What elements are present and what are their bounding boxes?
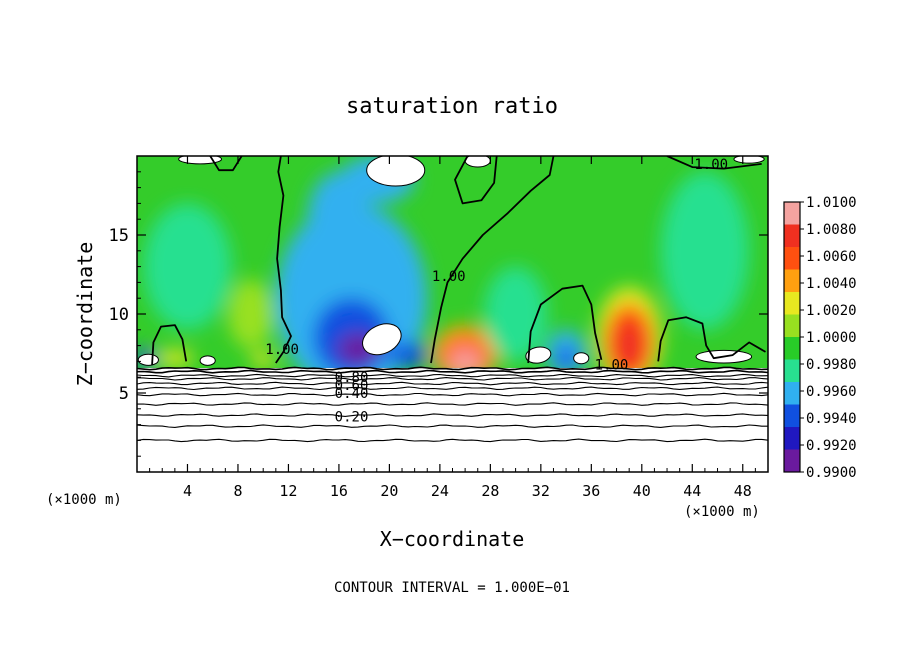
- field-blob: [555, 347, 577, 370]
- contour-label-layer: 1.00 1.00 1.00 1.00 0.800.600.40 0.20: [265, 157, 728, 426]
- colorbar-label: 1.0000: [806, 330, 857, 346]
- x-axis: 4 8 12 16 20 24 28 32 36 40 44 48: [149, 156, 756, 500]
- one-contour-layer: [151, 156, 766, 365]
- y-axis-label: Z−coordinate: [73, 242, 97, 387]
- cloud-patch: [362, 323, 402, 356]
- colorbar-label: 1.0040: [806, 276, 857, 292]
- contour-line: [137, 381, 768, 386]
- contour-line: [137, 366, 768, 371]
- contour-line: [137, 369, 768, 374]
- contour-line: [137, 376, 768, 381]
- colorbar-band: [784, 247, 800, 270]
- colorbar: 1.0100 1.0080 1.0060 1.0040 1.0020 1.0000 0.99…: [783, 195, 857, 481]
- x-axis-label: X−coordinate: [380, 527, 525, 551]
- field-blob: [227, 279, 274, 349]
- y-tick-label: 5: [119, 384, 129, 404]
- contour-label: 1.00: [265, 342, 299, 358]
- field-blob: [614, 320, 645, 371]
- colorbar-label: 1.0060: [806, 249, 857, 265]
- contour-one: [275, 156, 292, 364]
- contour-layer: [137, 366, 768, 443]
- contour-line: [137, 424, 768, 428]
- y-tick-label: 15: [109, 226, 129, 246]
- y-tick-label: 10: [109, 305, 129, 325]
- lower-layer: [137, 368, 768, 472]
- colorbar-label: 1.0020: [806, 303, 857, 319]
- contour-line: [137, 438, 768, 443]
- contour-line: [137, 373, 768, 378]
- x-tick-label: 24: [431, 482, 449, 500]
- colorbar-band: [784, 224, 800, 248]
- contour-label: 1.00: [694, 157, 728, 173]
- colorbar-band: [784, 292, 800, 315]
- contour-interval-note: CONTOUR INTERVAL = 1.000E−01: [334, 580, 570, 596]
- colorbar-band: [784, 202, 800, 225]
- colorbar-band: [784, 359, 800, 383]
- colorbar-label: 0.9920: [806, 438, 857, 454]
- plot-area: 1.00 1.00 1.00 1.00 0.800.600.40 0.20: [137, 156, 768, 472]
- colorbar-band: [784, 269, 800, 293]
- contour-one: [454, 156, 498, 205]
- y-axis: 5 10 15: [109, 171, 768, 457]
- colorbar-band: [784, 337, 800, 360]
- contour-line: [137, 386, 768, 391]
- x-tick-label: 36: [582, 482, 600, 500]
- x-unit-right: (×1000 m): [684, 504, 760, 520]
- colorbar-band: [784, 404, 800, 428]
- field-blob: [660, 171, 750, 330]
- colorbar-label: 0.9960: [806, 384, 857, 400]
- x-tick-label: 32: [532, 482, 550, 500]
- contour-one: [430, 156, 555, 364]
- cloud-patch: [525, 346, 552, 364]
- contour-label: 0.60: [335, 378, 369, 394]
- contour-line: [137, 413, 768, 417]
- contour-one: [666, 156, 762, 170]
- cloud-patch: [733, 156, 765, 164]
- contour-line: [137, 402, 768, 406]
- x-unit-left: (×1000 m): [46, 492, 122, 508]
- cloud-patch: [137, 353, 159, 366]
- cloud-patch: [366, 156, 426, 187]
- contour-line: [137, 392, 768, 397]
- contour-label: 0.40: [335, 386, 369, 402]
- cloud-patch: [573, 352, 590, 365]
- x-tick-label: 8: [233, 482, 242, 500]
- cloud-patch: [199, 355, 216, 366]
- x-tick-label: 40: [633, 482, 651, 500]
- field-blob: [484, 266, 548, 362]
- contour-label: 1.00: [432, 269, 466, 285]
- colorbar-band: [784, 382, 800, 405]
- x-tick-label: 48: [734, 482, 752, 500]
- contour-one: [209, 156, 243, 172]
- colorbar-label: 0.9900: [806, 465, 857, 481]
- field-blob: [250, 352, 276, 367]
- colorbar-band: [784, 427, 800, 450]
- colorbar-band: [784, 314, 800, 338]
- contour-one: [151, 324, 188, 365]
- field-blob: [143, 203, 232, 330]
- contour-one: [657, 316, 766, 362]
- colorbar-label: 0.9940: [806, 411, 857, 427]
- x-tick-label: 44: [683, 482, 701, 500]
- colorbar-label: 1.0100: [806, 195, 857, 211]
- colorbar-label: 1.0080: [806, 222, 857, 238]
- x-tick-label: 20: [380, 482, 398, 500]
- chart-title: saturation ratio: [346, 94, 558, 119]
- contour-label: 1.00: [595, 358, 629, 374]
- x-tick-label: 4: [183, 482, 192, 500]
- x-tick-label: 28: [481, 482, 499, 500]
- field-blob: [155, 350, 194, 367]
- x-tick-label: 16: [330, 482, 348, 500]
- contour-label: 0.80: [335, 370, 369, 386]
- colorbar-label: 0.9980: [806, 357, 857, 373]
- field-blob: [389, 342, 428, 368]
- colorbar-band: [784, 449, 800, 473]
- contour-label: 0.20: [335, 410, 369, 426]
- contour-one: [527, 284, 603, 364]
- x-tick-label: 12: [279, 482, 297, 500]
